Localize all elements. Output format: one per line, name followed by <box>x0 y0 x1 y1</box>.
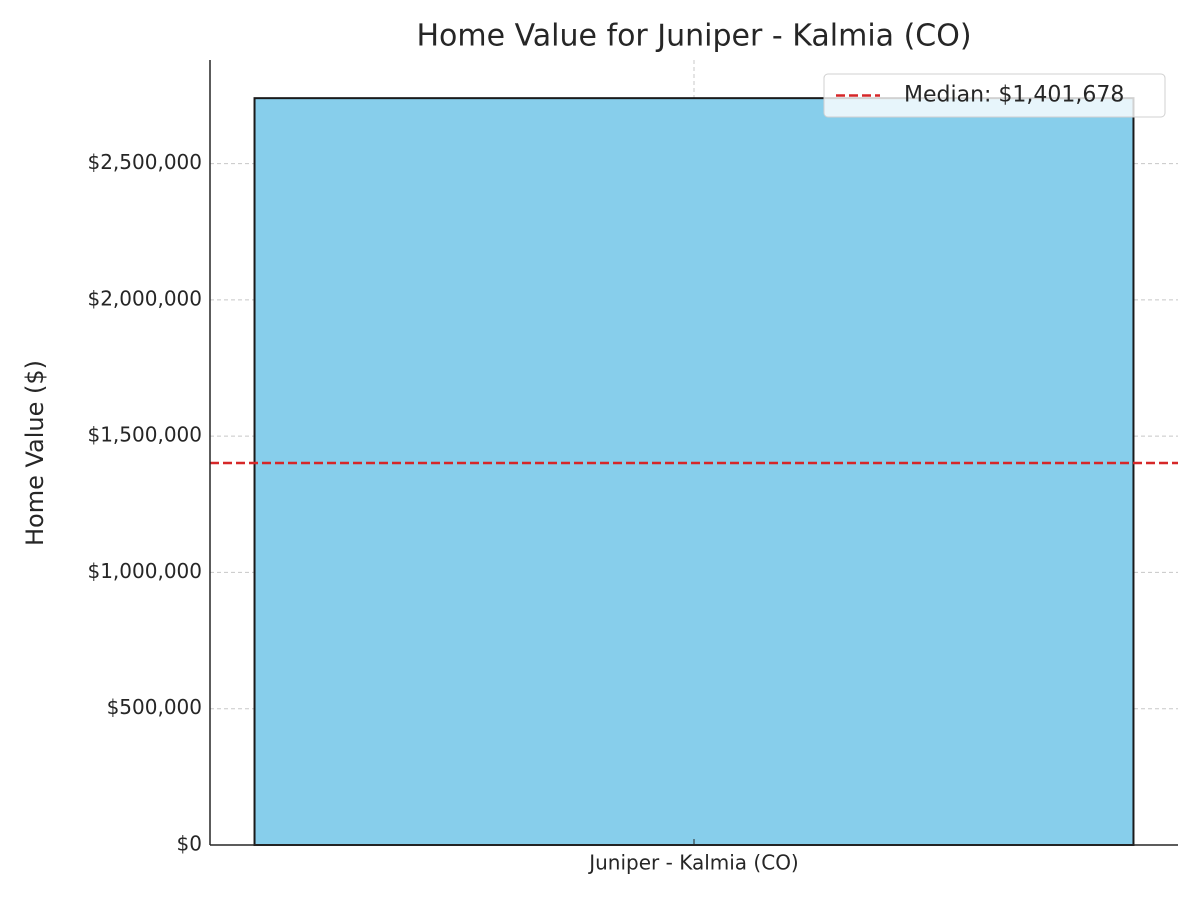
legend-label: Median: $1,401,678 <box>904 83 1124 108</box>
y-tick-label: $0 <box>177 832 202 856</box>
x-tick-label: Juniper - Kalmia (CO) <box>587 851 799 875</box>
y-tick-label: $2,000,000 <box>87 286 202 310</box>
y-axis-label: Home Value ($) <box>21 360 49 546</box>
chart-title: Home Value for Juniper - Kalmia (CO) <box>416 19 971 54</box>
legend-box <box>823 73 1166 118</box>
y-tick-label: $1,500,000 <box>87 423 202 447</box>
y-tick-label: $1,000,000 <box>87 559 202 583</box>
y-tick-label: $2,500,000 <box>87 150 202 174</box>
y-tick-label: $500,000 <box>107 695 202 719</box>
bar <box>253 97 1135 846</box>
